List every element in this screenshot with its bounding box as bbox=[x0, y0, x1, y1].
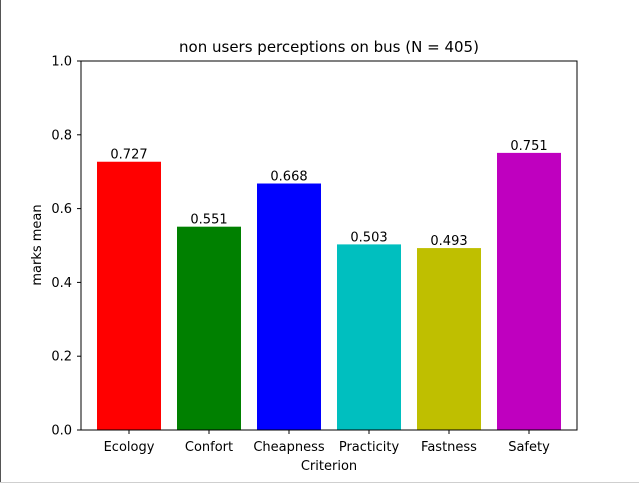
x-tick-label-practicity: Practicity bbox=[339, 440, 400, 455]
bar-practicity bbox=[337, 244, 401, 430]
x-axis-label: Criterion bbox=[301, 459, 357, 474]
data-label-fastness: 0.493 bbox=[430, 234, 467, 249]
data-label-confort: 0.551 bbox=[190, 213, 227, 228]
bar-cheapness bbox=[257, 183, 321, 430]
x-tick-label-cheapness: Cheapness bbox=[253, 440, 325, 455]
y-tick-label-5: 1.0 bbox=[51, 55, 72, 70]
x-tick-label-ecology: Ecology bbox=[104, 440, 155, 455]
window-left-border bbox=[0, 0, 1, 483]
y-tick-label-1: 0.2 bbox=[51, 350, 72, 365]
bar-safety bbox=[497, 152, 561, 430]
y-axis-label: marks mean bbox=[30, 204, 45, 285]
bars-group bbox=[97, 152, 561, 431]
y-axis: 0.0 0.2 0.4 0.6 0.8 1.0 bbox=[51, 55, 81, 439]
data-label-practicity: 0.503 bbox=[350, 230, 387, 245]
bar-fastness bbox=[417, 248, 481, 430]
chart-title: non users perceptions on bus (N = 405) bbox=[179, 38, 479, 56]
y-tick-label-3: 0.6 bbox=[51, 202, 72, 217]
x-axis: Ecology Confort Cheapness Practicity Fastnes… bbox=[104, 430, 550, 455]
x-tick-label-confort: Confort bbox=[185, 440, 233, 455]
y-tick-label-4: 0.8 bbox=[51, 128, 72, 143]
data-labels-group: 0.727 0.551 0.668 0.503 0.493 0.751 bbox=[110, 139, 547, 249]
x-tick-label-safety: Safety bbox=[508, 440, 550, 455]
bar-ecology bbox=[97, 161, 161, 431]
data-label-safety: 0.751 bbox=[510, 139, 547, 154]
x-tick-label-fastness: Fastness bbox=[421, 440, 477, 455]
data-label-ecology: 0.727 bbox=[110, 148, 147, 163]
data-label-cheapness: 0.668 bbox=[270, 170, 307, 185]
bar-confort bbox=[177, 226, 241, 430]
plot-area-frame bbox=[80, 60, 578, 431]
y-tick-label-2: 0.4 bbox=[51, 276, 72, 291]
y-tick-label-0: 0.0 bbox=[51, 424, 72, 439]
